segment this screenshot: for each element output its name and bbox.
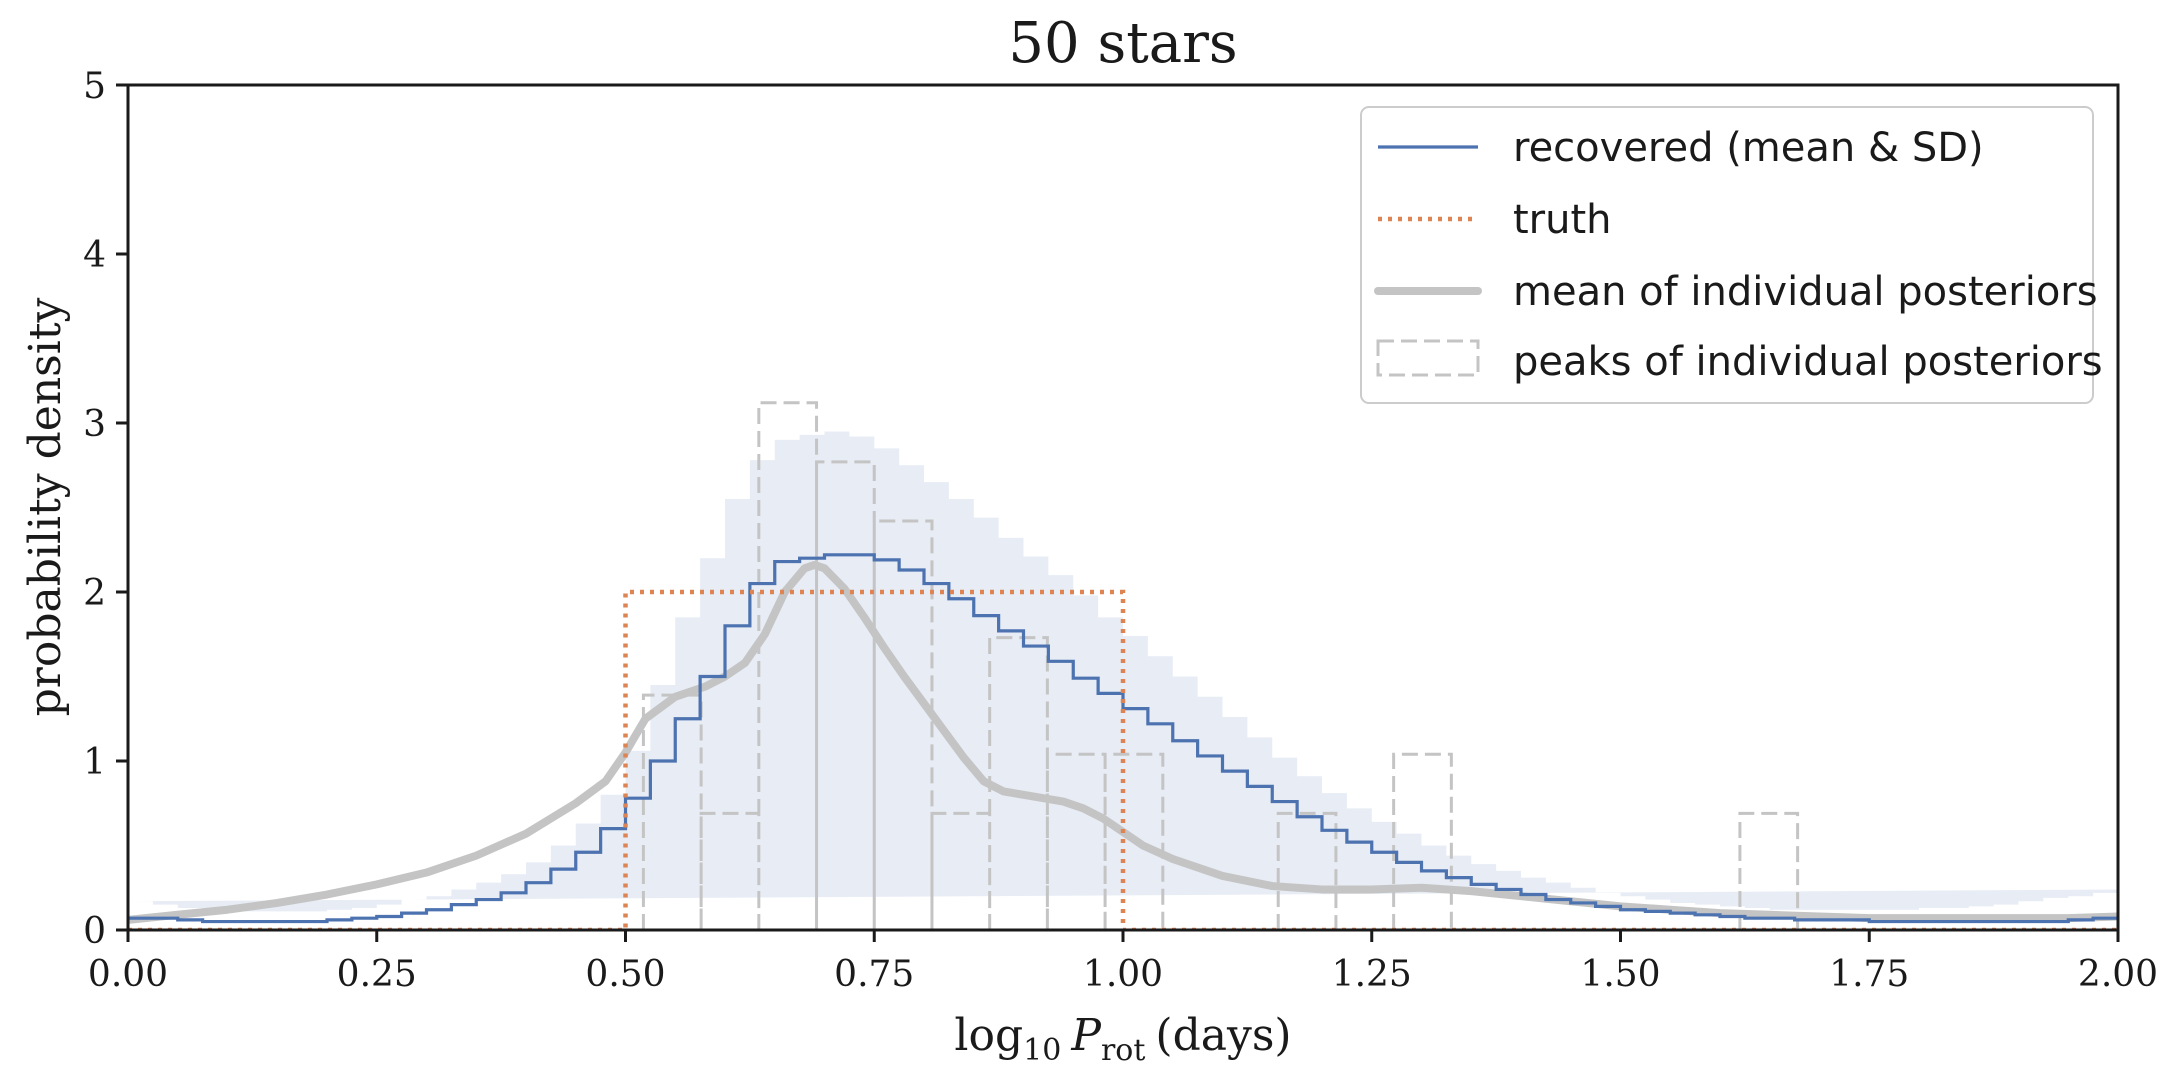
y-axis-label: probability density [20,297,71,716]
legend: recovered (mean & SD) truth mean of indi… [1360,106,2103,404]
x-tick-label: 0.50 [585,954,665,995]
y-tick-label: 4 [83,235,106,276]
legend-label-peaks: peaks of individual posteriors [1513,339,2103,385]
legend-label-truth: truth [1513,197,1612,243]
x-tick-label: 1.75 [1829,954,1909,995]
y-tick-label: 1 [83,742,106,783]
y-axis: 0 1 2 3 4 5 [83,66,128,952]
y-tick-label: 3 [83,404,106,445]
legend-label-recovered: recovered (mean & SD) [1513,125,1984,171]
legend-box [1360,106,2094,404]
y-tick-label: 0 [83,911,106,952]
x-axis-label: log10 Prot (days) [954,1010,1291,1068]
x-tick-label: 0.00 [88,954,168,995]
legend-label-mean-posteriors: mean of individual posteriors [1513,269,2098,315]
chart-title: 50 stars [1008,11,1237,76]
y-tick-label: 2 [83,573,106,614]
legend-swatch-peaks [1376,339,1480,377]
x-tick-label: 2.00 [2078,954,2158,995]
y-tick-label: 5 [83,66,106,107]
truth-line [128,589,2118,930]
x-tick-label: 1.25 [1332,954,1412,995]
mean-posteriors-line [128,560,2118,924]
x-axis: 0.00 0.25 0.50 0.75 1.00 1.25 1.50 1.75 2.00 [88,930,2158,995]
x-tick-label: 0.25 [337,954,417,995]
recovered-step-line [128,553,2118,924]
x-tick-label: 0.75 [834,954,914,995]
x-tick-label: 1.00 [1083,954,1163,995]
x-tick-label: 1.50 [1580,954,1660,995]
